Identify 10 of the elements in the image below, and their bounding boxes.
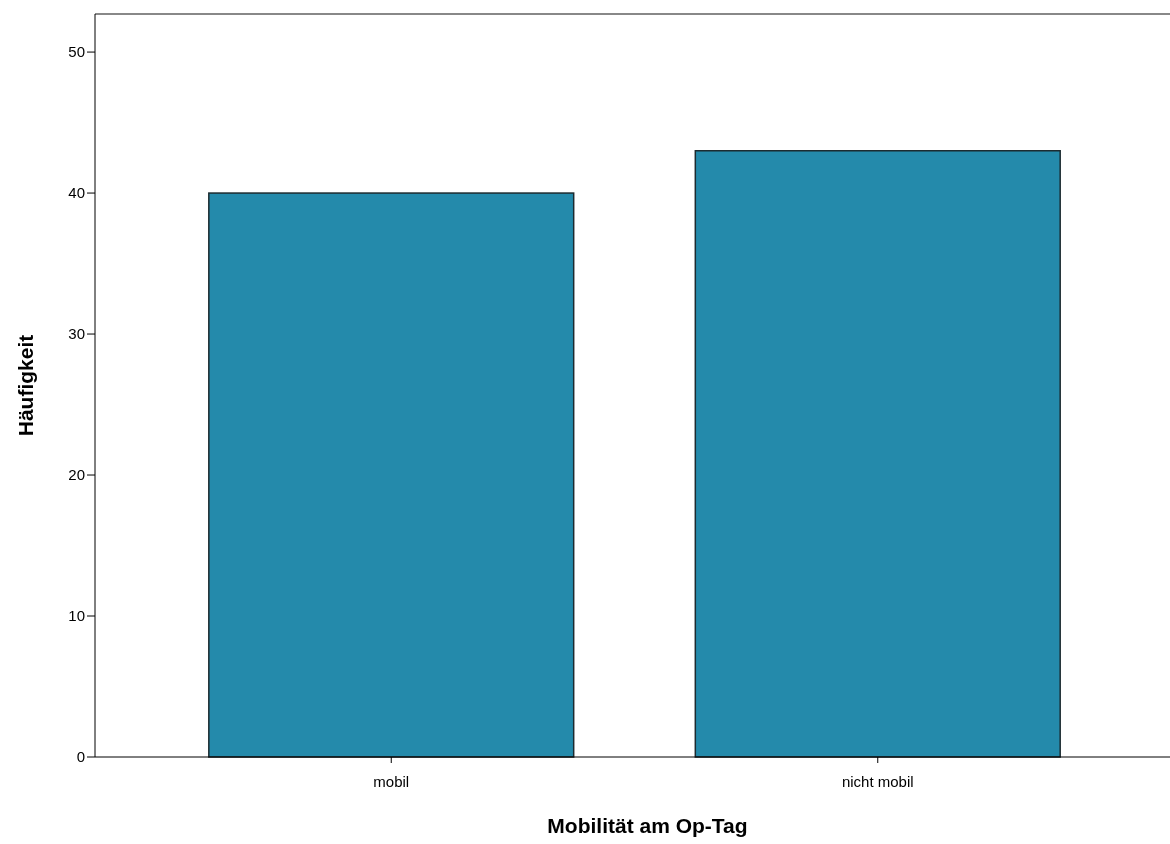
y-tick-label: 40 [68,184,85,202]
y-tick-label: 20 [68,466,85,484]
y-tick-label: 50 [68,43,85,61]
x-axis-title: Mobilität am Op-Tag [547,814,748,837]
y-tick-label: 10 [68,607,85,625]
y-axis-title: Häufigkeit [14,334,37,437]
x-tick-label: mobil [373,773,410,790]
y-tick-label: 0 [76,748,85,766]
x-tick-label: nicht mobil [841,773,914,790]
y-tick-label: 30 [68,325,85,343]
